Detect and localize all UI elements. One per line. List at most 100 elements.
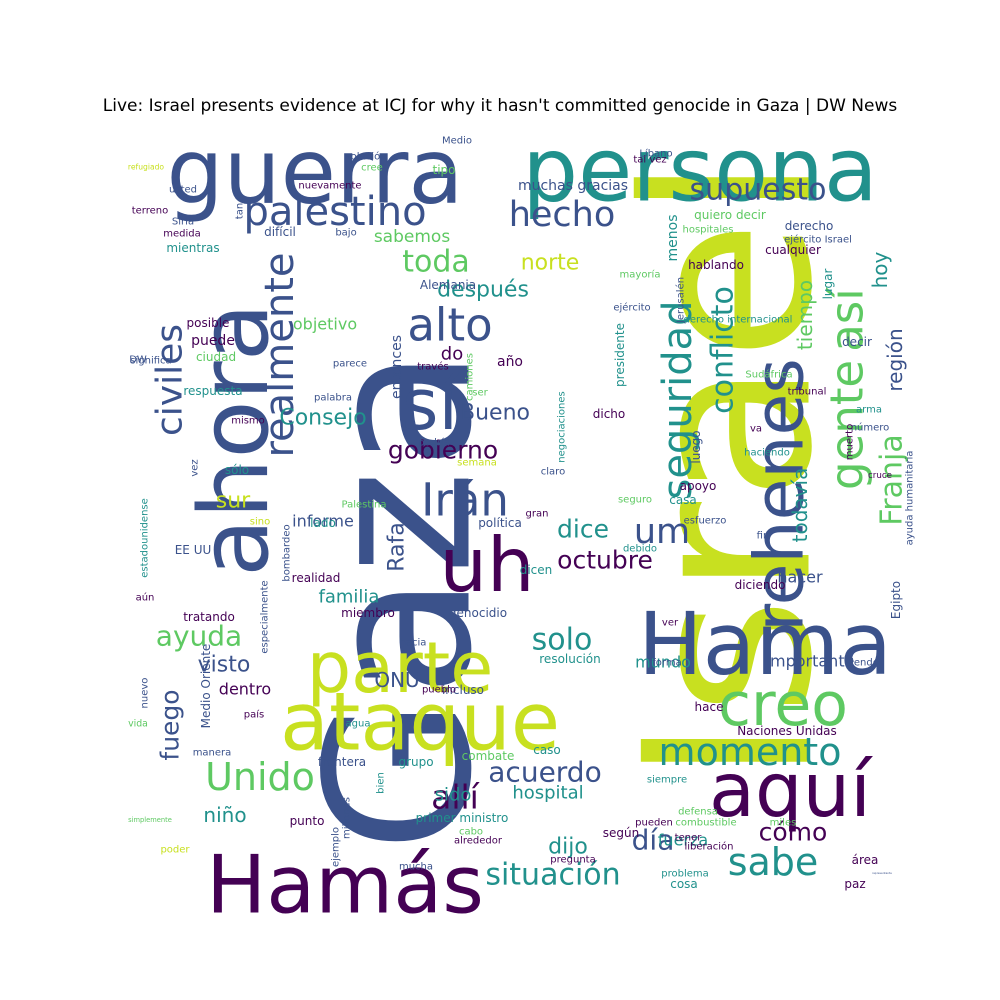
word-lado: lado bbox=[310, 516, 336, 530]
word-bombardeo: bombardeo bbox=[282, 524, 293, 581]
word-visto: visto bbox=[198, 653, 251, 678]
word-bajo: bajo bbox=[335, 228, 356, 239]
word-sur: sur bbox=[216, 489, 251, 514]
word-refugiado: refugiado bbox=[128, 163, 165, 172]
word-hoy: hoy bbox=[868, 251, 892, 288]
word-palestina: Palestina bbox=[341, 500, 386, 511]
word-gaza: Gaza bbox=[284, 347, 517, 852]
word-tipo: tipo bbox=[433, 163, 456, 177]
word-todavía: todavía bbox=[788, 468, 812, 543]
word-región: región bbox=[883, 328, 907, 391]
word-nuevamente: nuevamente bbox=[298, 181, 361, 192]
word-ataque: ataque bbox=[280, 676, 560, 769]
word-líbano: Líbano bbox=[639, 148, 672, 160]
word-egipto: Egipto bbox=[889, 581, 903, 619]
word-terreno: terreno bbox=[132, 206, 169, 217]
word-israel: Israel bbox=[597, 156, 864, 785]
word-camiones: camiones bbox=[465, 353, 476, 401]
word-conflicto: conflicto bbox=[706, 286, 741, 414]
word-fuego: fuego bbox=[156, 689, 185, 760]
word-nuevo: nuevo bbox=[140, 678, 151, 709]
word-puede: puede bbox=[191, 333, 235, 349]
word-cruce: cruce bbox=[868, 471, 892, 481]
word-dw: DW bbox=[129, 355, 147, 366]
word-mayoría: mayoría bbox=[620, 269, 661, 281]
word-presidente: presidente bbox=[613, 323, 627, 387]
word-ayuda-humanitaria: ayuda humanitaria bbox=[905, 451, 916, 546]
word-niño: niño bbox=[203, 803, 246, 827]
word-va: va bbox=[750, 424, 762, 435]
word-miles: miles bbox=[770, 818, 797, 829]
word-país: país bbox=[244, 709, 264, 721]
word-pueblo: pueblo bbox=[422, 685, 456, 696]
word-negociaciones: negociaciones bbox=[557, 391, 568, 462]
word-hacer: hacer bbox=[777, 568, 823, 587]
word-hama: Hama bbox=[638, 595, 892, 695]
word-según: según bbox=[603, 826, 639, 840]
word-naciones-unidas: Naciones Unidas bbox=[737, 724, 837, 738]
word-poder: poder bbox=[160, 845, 190, 856]
word-luego: luego bbox=[689, 430, 703, 463]
word-tiempo: tiempo bbox=[793, 280, 817, 350]
word-bien: bien bbox=[376, 772, 387, 794]
word-número: número bbox=[851, 422, 890, 434]
word-ejército-israel: ejército Israel bbox=[784, 234, 852, 246]
word-um: um bbox=[634, 512, 690, 552]
word-realmente: realmente bbox=[257, 252, 303, 457]
word-franja: Franja bbox=[875, 434, 910, 526]
word-difícil: difícil bbox=[264, 225, 296, 239]
word-ejército: ejército bbox=[613, 302, 650, 314]
word-tratando: tratando bbox=[183, 610, 235, 624]
word-haciendo: haciendo bbox=[744, 448, 790, 459]
word-esfuerzo: esfuerzo bbox=[684, 516, 727, 527]
word-ee-uu: EE UU bbox=[175, 543, 212, 557]
word-representante: representante bbox=[872, 871, 892, 875]
word-hablando: hablando bbox=[688, 258, 744, 272]
word-lugar: lugar bbox=[821, 269, 835, 300]
word-liberación: liberación bbox=[684, 841, 733, 853]
word-entonces: entonces bbox=[389, 335, 405, 399]
word-medio: Medio bbox=[442, 136, 472, 147]
word-ser: ser bbox=[472, 388, 488, 399]
word-año: año bbox=[497, 354, 523, 370]
word-guerra: guerra bbox=[166, 120, 463, 225]
word-solución: solución bbox=[345, 151, 386, 163]
word-alto: alto bbox=[407, 299, 492, 352]
word-arma: arma bbox=[856, 405, 882, 416]
word-hacia: hacia bbox=[400, 638, 427, 649]
word-claro: claro bbox=[541, 467, 565, 478]
word-siempre: siempre bbox=[647, 775, 687, 786]
word-situación: situación bbox=[485, 858, 620, 893]
word-gobierno: gobierno bbox=[388, 436, 498, 465]
word-significa: significa bbox=[130, 356, 171, 367]
word-aquí: aquí bbox=[709, 746, 873, 834]
word-incluso: incluso bbox=[442, 683, 484, 697]
word-vida: vida bbox=[128, 719, 148, 730]
word-creo: creo bbox=[718, 670, 848, 740]
word-grupo: grupo bbox=[398, 755, 433, 769]
word-punto: punto bbox=[290, 814, 325, 828]
word-cómo: cómo bbox=[759, 818, 828, 847]
word-mismo: mismo bbox=[231, 416, 265, 427]
word-sino: sino bbox=[250, 517, 270, 528]
word-política: política bbox=[478, 516, 522, 530]
word-caso: caso bbox=[533, 743, 561, 757]
word-problema: problema bbox=[661, 869, 709, 880]
word-tan: tan bbox=[235, 203, 246, 219]
word-realidad: realidad bbox=[292, 571, 341, 585]
word-así: así bbox=[821, 287, 874, 352]
word-ejemplo: ejemplo bbox=[331, 827, 342, 867]
word-irán: Irán bbox=[421, 474, 509, 527]
word-agua: agua bbox=[346, 719, 371, 730]
word-área: área bbox=[852, 853, 879, 867]
word-usted: usted bbox=[169, 185, 197, 196]
word-seguro: seguro bbox=[618, 495, 652, 506]
word-podría: podría bbox=[418, 437, 450, 449]
word-do: do bbox=[441, 344, 463, 365]
word-través: través bbox=[417, 361, 448, 373]
word-mientras: mientras bbox=[166, 241, 219, 255]
word-hecho: hecho bbox=[509, 195, 616, 235]
word-cosa: cosa bbox=[670, 877, 698, 891]
word-vez: vez bbox=[190, 459, 201, 476]
